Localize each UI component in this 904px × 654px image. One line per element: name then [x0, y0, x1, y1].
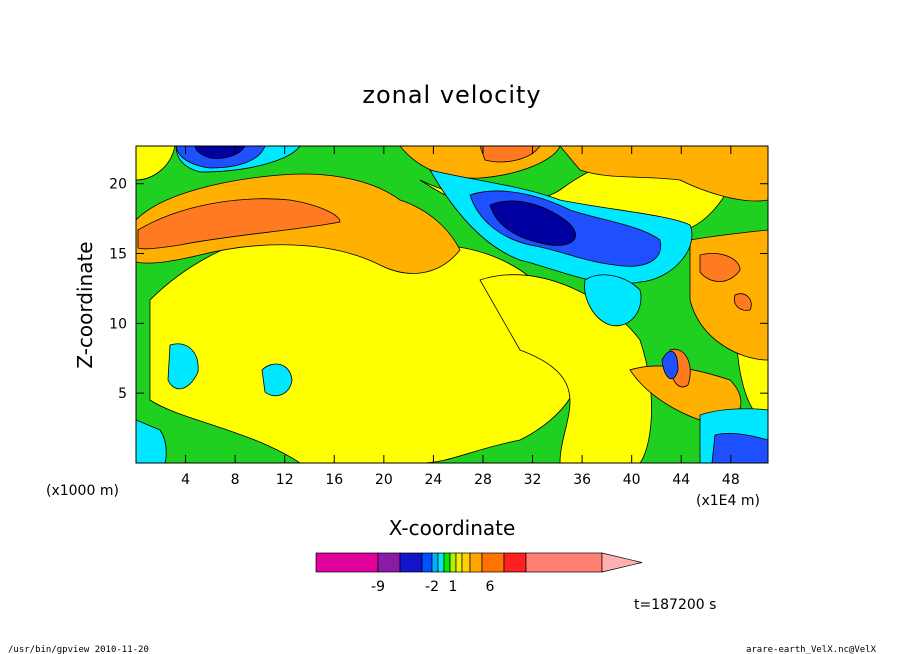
time-label: t=187200 s	[634, 597, 716, 613]
colorbar-segment-1	[377, 552, 401, 573]
x-axis-unit: (x1000 m)	[46, 483, 119, 499]
colorbar	[315, 552, 643, 573]
contour-region-level-1-17	[167, 343, 199, 390]
colorbar-segment-5	[437, 552, 445, 573]
chart-title: zonal velocity	[362, 81, 541, 109]
contour-region-level3-14	[733, 293, 752, 311]
x-tick-label-44: 44	[672, 472, 690, 488]
contour-region-level-1-16	[584, 274, 642, 327]
colorbar-segment-9	[461, 552, 471, 573]
x-tick-label-8: 8	[231, 472, 240, 488]
x-tick-label-4: 4	[181, 472, 190, 488]
contour-region-level3-12	[699, 253, 741, 282]
colorbar-label-0: -9	[371, 579, 385, 595]
footer-right: arare-earth_VelX.nc@VelX	[746, 645, 877, 654]
colorbar-segment-2	[399, 552, 423, 573]
x-tick-label-16: 16	[325, 472, 343, 488]
x-tick-label-20: 20	[375, 472, 393, 488]
y-tick-label-5: 5	[118, 386, 127, 402]
y-tick-label-10: 10	[109, 316, 127, 332]
footer-left: /usr/bin/gpview 2010-11-20	[8, 645, 149, 654]
contour-region-level-1-18	[261, 363, 293, 397]
x-tick-label-36: 36	[573, 472, 591, 488]
x-axis: 4 8 12 16 20 24 28 32 36 40 44 48	[181, 146, 740, 488]
y-axis-title: Z-coordinate	[73, 241, 97, 368]
x-axis-title: X-coordinate	[389, 516, 516, 540]
contour-region-level-3-26	[489, 200, 576, 246]
colorbar-segment-6	[443, 552, 451, 573]
x-axis-far-unit: (x1E4 m)	[696, 493, 760, 509]
x-tick-label-28: 28	[474, 472, 492, 488]
colorbar-segment-3	[421, 552, 433, 573]
colorbar-label-1: -2	[425, 579, 439, 595]
colorbar-segment-8	[455, 552, 463, 573]
colorbar-segment-13	[525, 552, 603, 573]
colorbar-label-2: 1	[449, 579, 458, 595]
x-tick-label-32: 32	[524, 472, 542, 488]
contour-region-level-2-25	[711, 432, 768, 463]
x-tick-label-12: 12	[276, 472, 294, 488]
plot-frame	[135, 145, 769, 464]
y-tick-label-15: 15	[109, 247, 127, 263]
colorbar-segment-12	[503, 552, 527, 573]
colorbar-extend-arrow	[601, 552, 643, 573]
colorbar-segment-10	[469, 552, 483, 573]
colorbar-label-3: 6	[486, 579, 495, 595]
contour-region-level2-7	[559, 146, 768, 202]
colorbar-labels: -9 -2 1 6	[371, 579, 495, 595]
contour-region-level-3-27	[194, 146, 246, 159]
colorbar-segment-7	[449, 552, 457, 573]
contour-region-level3-10	[137, 198, 341, 250]
y-axis: 5 10 15 20	[109, 177, 768, 402]
contour-plot-area	[135, 145, 769, 464]
colorbar-segment-0	[315, 552, 379, 573]
colorbar-segment-11	[481, 552, 505, 573]
contour-region-level-2-24	[661, 350, 679, 380]
x-tick-label-48: 48	[722, 472, 740, 488]
colorbar-segment-4	[431, 552, 439, 573]
x-tick-label-40: 40	[623, 472, 641, 488]
x-tick-label-24: 24	[424, 472, 442, 488]
y-tick-label-20: 20	[109, 177, 127, 193]
